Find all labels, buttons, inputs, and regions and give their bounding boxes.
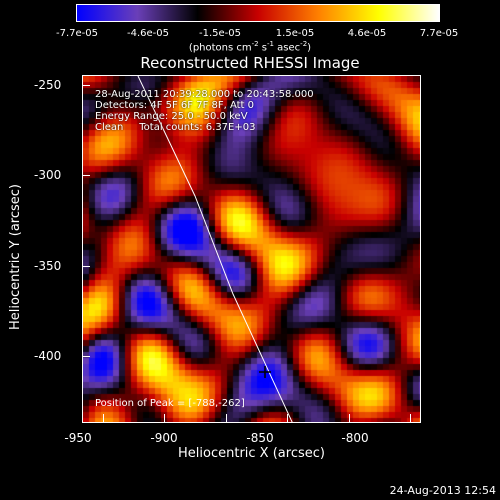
colorbar-tick: -7.7e-05 <box>56 28 98 39</box>
colorbar-tick: 7.7e-05 <box>419 28 459 39</box>
plot-title: Reconstructed RHESSI Image <box>140 54 360 72</box>
y-tick-label: -300 <box>34 168 62 182</box>
heatmap-image[interactable]: 28-Aug-2011 20:39:28.000 to 20:43:58.000… <box>82 75 421 423</box>
solar-limb-line <box>137 76 293 422</box>
colorbar-tick: 1.5e-05 <box>275 28 315 39</box>
y-tickmark <box>82 266 90 267</box>
x-tickmark <box>226 414 227 422</box>
colorbar-tick: -1.5e-05 <box>199 28 241 39</box>
y-tickmark <box>82 356 90 357</box>
peak-marker <box>259 366 271 378</box>
colorbar-units: (photons cm-2 s-1 asec-2) <box>188 40 312 54</box>
y-tick-label: -250 <box>34 78 62 92</box>
info-counts: Clean Total counts: 6.37E+03 <box>95 122 256 133</box>
x-tick-label: -900 <box>150 431 178 445</box>
x-tickmark <box>410 414 411 422</box>
info-energy-range: Energy Range: 25.0 - 50.0 keV <box>95 111 248 122</box>
y-tickmark <box>82 175 90 176</box>
colorbar <box>76 4 440 22</box>
y-tick-label: -400 <box>34 349 62 363</box>
x-tick-label: -800 <box>341 431 369 445</box>
y-axis-label: Heliocentric Y (arcsec) <box>8 184 23 330</box>
colorbar-tick: -4.6e-05 <box>127 28 169 39</box>
peak-position-label: Position of Peak = [-788,-262] <box>95 398 245 409</box>
x-tickmark <box>103 414 104 422</box>
x-tickmark <box>287 414 288 422</box>
heatmap-canvas <box>83 76 420 422</box>
y-tick-label: -350 <box>34 259 62 273</box>
x-tickmark <box>349 414 350 422</box>
x-tick-label: -950 <box>64 431 92 445</box>
x-axis-label: Heliocentric X (arcsec) <box>178 446 325 461</box>
colorbar-tick: 4.6e-05 <box>347 28 387 39</box>
y-tickmark <box>82 85 90 86</box>
info-time-range: 28-Aug-2011 20:39:28.000 to 20:43:58.000 <box>95 89 314 100</box>
x-tickmark <box>164 414 165 422</box>
x-tick-label: -850 <box>246 431 274 445</box>
timestamp: 24-Aug-2013 12:54 <box>389 484 496 497</box>
info-detectors: Detectors: 4F 5F 6F 7F 8F, Att 0 <box>95 100 255 111</box>
